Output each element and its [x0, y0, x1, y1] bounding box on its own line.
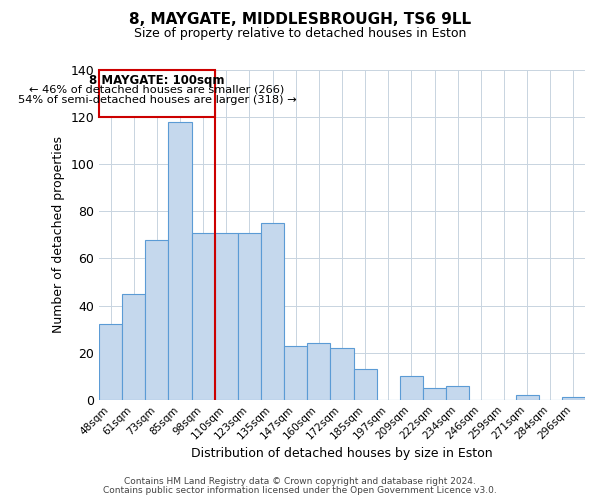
Bar — [400, 376, 423, 400]
Text: Contains HM Land Registry data © Crown copyright and database right 2024.: Contains HM Land Registry data © Crown c… — [124, 477, 476, 486]
Bar — [261, 223, 284, 400]
Bar — [238, 232, 261, 400]
Text: 8 MAYGATE: 100sqm: 8 MAYGATE: 100sqm — [89, 74, 224, 86]
Bar — [515, 395, 539, 400]
Bar — [145, 240, 169, 400]
Bar — [353, 369, 377, 400]
Y-axis label: Number of detached properties: Number of detached properties — [52, 136, 65, 334]
Text: Size of property relative to detached houses in Eston: Size of property relative to detached ho… — [134, 28, 466, 40]
Bar — [169, 122, 191, 400]
Bar — [307, 343, 331, 400]
Bar — [215, 232, 238, 400]
Bar — [423, 388, 446, 400]
X-axis label: Distribution of detached houses by size in Eston: Distribution of detached houses by size … — [191, 447, 493, 460]
Text: ← 46% of detached houses are smaller (266): ← 46% of detached houses are smaller (26… — [29, 84, 284, 94]
Text: 54% of semi-detached houses are larger (318) →: 54% of semi-detached houses are larger (… — [17, 94, 296, 104]
Bar — [446, 386, 469, 400]
Bar — [331, 348, 353, 400]
Bar — [99, 324, 122, 400]
Bar — [99, 70, 215, 117]
Bar — [191, 232, 215, 400]
Text: 8, MAYGATE, MIDDLESBROUGH, TS6 9LL: 8, MAYGATE, MIDDLESBROUGH, TS6 9LL — [129, 12, 471, 28]
Bar — [122, 294, 145, 400]
Bar — [562, 398, 585, 400]
Bar — [284, 346, 307, 400]
Text: Contains public sector information licensed under the Open Government Licence v3: Contains public sector information licen… — [103, 486, 497, 495]
